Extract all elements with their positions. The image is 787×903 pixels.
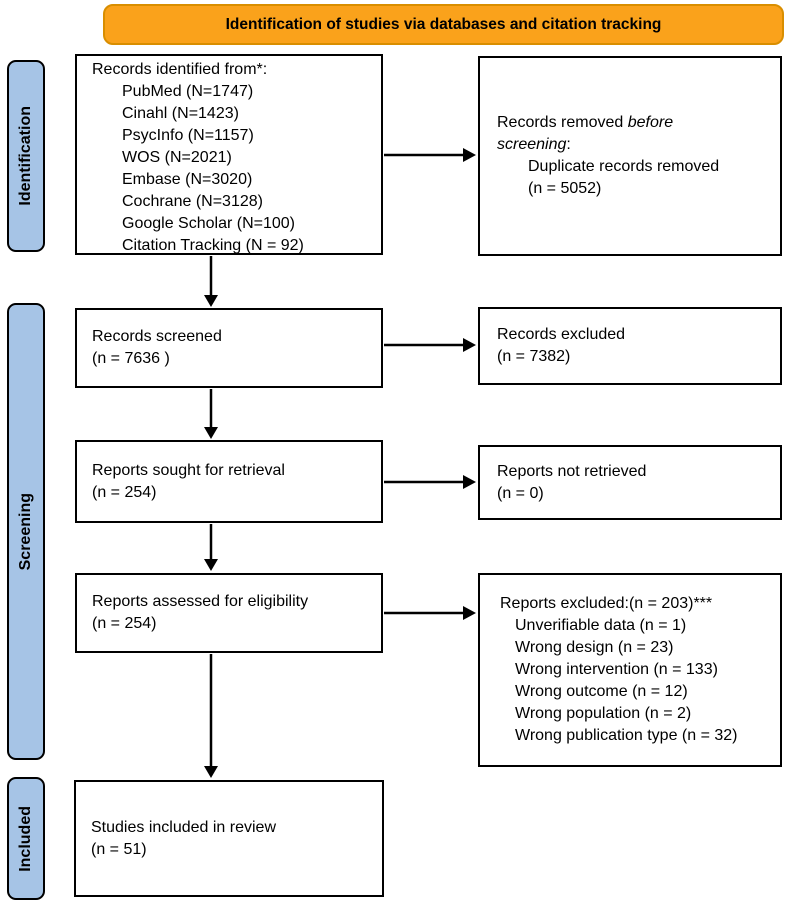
phase-label-screening: Screening — [17, 492, 34, 571]
reports-sought-label: Reports sought for retrieval — [92, 461, 285, 479]
arrow-screened-to-sought — [204, 389, 218, 439]
box-records-identified: Records identified from*: PubMed (N=1747… — [75, 54, 383, 255]
database-line: Cinahl (N=1423) — [122, 105, 239, 122]
database-line: Citation Tracking (N = 92) — [122, 237, 304, 254]
records-removed-text: Records removed — [497, 114, 628, 131]
arrow-sought-to-assessed — [204, 524, 218, 571]
phase-band-identification: Identification — [7, 60, 45, 252]
phase-band-screening: Screening — [7, 303, 45, 760]
arrow-identified-to-removed — [384, 148, 476, 162]
records-removed-before: before — [627, 114, 674, 131]
exclusion-reason: Wrong design (n = 23) — [515, 639, 674, 656]
records-excluded-label: Records excluded — [497, 326, 626, 343]
database-line: Cochrane (N=3128) — [122, 193, 263, 210]
records-screened-count: (n = 7636 ) — [92, 350, 170, 367]
reports-sought-count: (n = 254) — [92, 483, 157, 501]
database-line: Google Scholar (N=100) — [122, 215, 295, 232]
database-line: PsycInfo (N=1157) — [122, 127, 254, 144]
records-screened-label: Records screened — [92, 328, 222, 345]
records-removed-heading-line2: screening: — [480, 134, 780, 156]
exclusion-reason: Wrong intervention (n = 133) — [515, 661, 718, 678]
box-reports-sought: Reports sought for retrieval (n = 254) — [75, 440, 383, 523]
reports-not-retrieved-label: Reports not retrieved — [497, 462, 647, 480]
box-records-excluded: Records excluded (n = 7382) — [478, 307, 782, 385]
reports-not-retrieved-count: (n = 0) — [497, 484, 544, 502]
arrow-assessed-to-reports-excluded — [384, 606, 476, 620]
studies-included-count: (n = 51) — [91, 840, 147, 858]
box-reports-not-retrieved: Reports not retrieved (n = 0) — [478, 445, 782, 520]
database-line: WOS (N=2021) — [122, 149, 232, 166]
records-removed-colon: : — [566, 136, 571, 153]
arrow-sought-to-not-retrieved — [384, 475, 476, 489]
banner-title: Identification of studies via databases … — [225, 15, 662, 33]
box-records-removed: Records removed before screening: Duplic… — [478, 56, 782, 256]
database-line: Embase (N=3020) — [122, 171, 253, 188]
exclusion-reason: Wrong publication type (n = 32) — [515, 727, 738, 744]
phase-label-included: Included — [17, 805, 34, 872]
reports-assessed-label: Reports assessed for eligibility — [92, 593, 309, 610]
duplicates-removed-count: (n = 5052) — [528, 180, 602, 197]
studies-included-label: Studies included in review — [91, 818, 276, 836]
duplicates-removed-line: Duplicate records removed — [528, 158, 720, 175]
records-excluded-count: (n = 7382) — [497, 348, 571, 365]
phase-label-identification: Identification — [17, 106, 34, 206]
banner: Identification of studies via databases … — [103, 4, 784, 45]
exclusion-reason: Unverifiable data (n = 1) — [515, 617, 687, 634]
box-records-screened: Records screened (n = 7636 ) — [75, 308, 383, 388]
records-identified-heading: Records identified from*: — [92, 61, 268, 78]
reports-excluded-heading: Reports excluded:(n = 203)*** — [500, 595, 713, 612]
box-reports-excluded-reasons: Reports excluded:(n = 203)*** Unverifiab… — [478, 573, 782, 767]
arrow-screened-to-excluded — [384, 338, 476, 352]
exclusion-reason: Wrong population (n = 2) — [515, 705, 692, 722]
box-studies-included: Studies included in review (n = 51) — [74, 780, 384, 897]
reports-assessed-count: (n = 254) — [92, 615, 157, 632]
database-line: PubMed (N=1747) — [122, 83, 254, 100]
phase-band-included: Included — [7, 777, 45, 900]
box-reports-assessed: Reports assessed for eligibility (n = 25… — [75, 573, 383, 653]
arrow-assessed-to-included — [204, 654, 218, 778]
exclusion-reason: Wrong outcome (n = 12) — [515, 683, 688, 700]
records-removed-screening: screening — [497, 136, 567, 153]
arrow-identified-to-screened — [204, 256, 218, 307]
records-removed-heading-line1: Records removed before — [480, 112, 780, 134]
